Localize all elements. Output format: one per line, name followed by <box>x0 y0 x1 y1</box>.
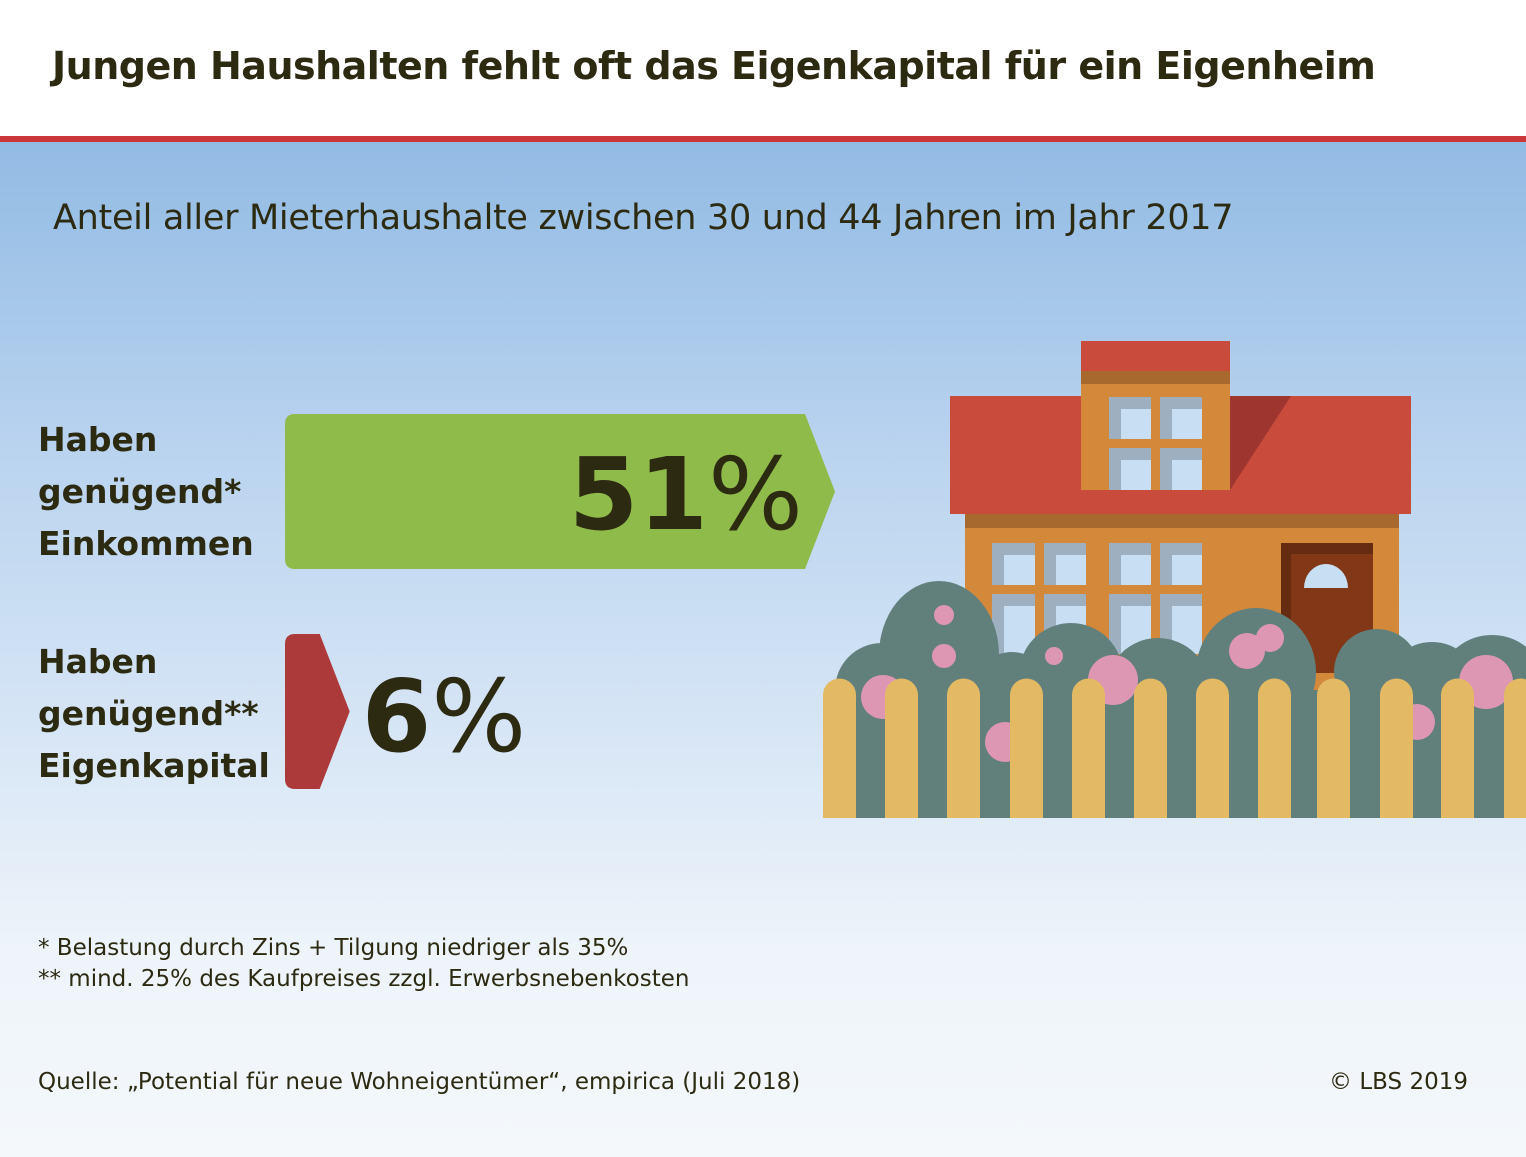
page-title: Jungen Haushalten fehlt oft das Eigenkap… <box>52 44 1376 88</box>
eaves-band <box>965 514 1399 528</box>
fence-picket <box>947 678 980 818</box>
fence <box>823 678 1526 818</box>
bar-income <box>285 414 835 569</box>
bar-equity <box>285 634 350 789</box>
fence-picket <box>1380 678 1413 818</box>
header-divider <box>0 136 1526 142</box>
value-number: 6 <box>362 658 432 775</box>
fence-picket <box>1504 678 1526 818</box>
label-line: Eigenkapital <box>38 746 270 785</box>
value-number: 51 <box>569 436 708 553</box>
source: Quelle: „Potential für neue Wohneigentüm… <box>38 1069 801 1095</box>
fence-picket <box>1196 678 1229 818</box>
roof <box>950 396 1411 514</box>
fence-picket <box>1258 678 1291 818</box>
label-line: Haben <box>38 642 158 681</box>
fence-picket <box>1134 678 1167 818</box>
roof-shadow <box>1230 396 1291 490</box>
fence-picket <box>1441 678 1474 818</box>
fence-picket <box>1317 678 1350 818</box>
dormer-wall <box>1081 384 1230 494</box>
value-unit: % <box>708 436 803 553</box>
label-line: genügend** <box>38 694 259 733</box>
value-label-income: 51% <box>569 436 803 553</box>
footnote-1: * Belastung durch Zins + Tilgung niedrig… <box>38 935 629 961</box>
category-label-income: Haben genügend* Einkommen <box>38 414 254 570</box>
copyright: © LBS 2019 <box>1329 1069 1468 1095</box>
fence-picket <box>1072 678 1105 818</box>
fence-picket <box>1010 678 1043 818</box>
label-line: Haben <box>38 420 158 459</box>
chart-subtitle: Anteil aller Mieterhaushalte zwischen 30… <box>53 198 1234 238</box>
header: Jungen Haushalten fehlt oft das Eigenkap… <box>0 0 1526 136</box>
category-label-equity: Haben genügend** Eigenkapital <box>38 636 270 792</box>
label-line: genügend* <box>38 472 242 511</box>
value-unit: % <box>431 658 526 775</box>
footnote-2: ** mind. 25% des Kaufpreises zzgl. Erwer… <box>38 966 690 992</box>
value-label-equity: 6% <box>362 658 527 775</box>
fence-picket <box>823 678 856 818</box>
fence-picket <box>885 678 918 818</box>
dormer-band <box>1081 371 1230 385</box>
dormer-roof <box>1081 341 1230 372</box>
label-line: Einkommen <box>38 524 254 563</box>
dormer-windows <box>1109 397 1202 490</box>
